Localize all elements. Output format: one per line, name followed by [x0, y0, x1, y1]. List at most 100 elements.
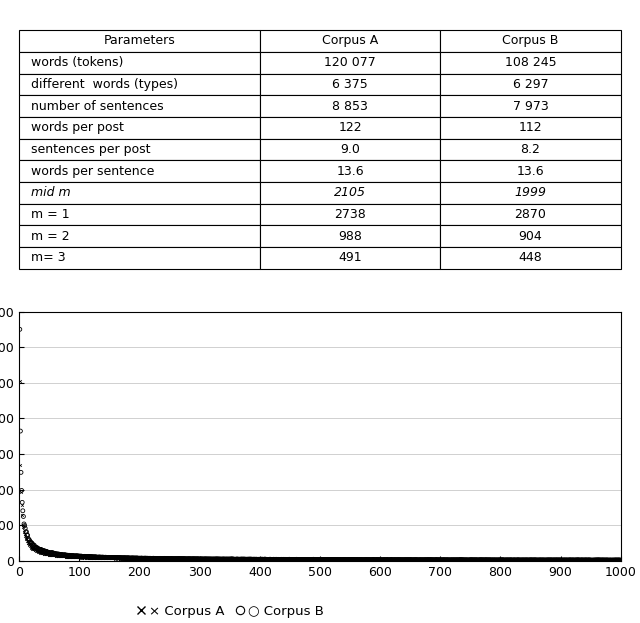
Point [558, 555, 568, 565]
Point [252, 554, 262, 564]
Point [459, 555, 469, 565]
Point [390, 554, 400, 564]
Point [540, 555, 550, 565]
Point [461, 555, 471, 565]
Point [212, 554, 222, 564]
Point [573, 555, 583, 565]
Point [236, 554, 246, 564]
Point [607, 555, 617, 565]
Point [481, 555, 491, 565]
Point [604, 555, 614, 565]
Point [381, 555, 391, 565]
Point [422, 555, 433, 565]
Point [600, 555, 611, 565]
Point [204, 554, 214, 564]
Point [510, 555, 520, 565]
Point [396, 555, 406, 565]
Point [26, 543, 36, 553]
Point [359, 555, 369, 565]
Point [334, 555, 344, 565]
Point [19, 519, 29, 529]
Point [126, 553, 136, 563]
Point [315, 554, 325, 564]
Point [480, 555, 490, 565]
Point [283, 554, 293, 564]
Point [486, 555, 496, 565]
Point [550, 555, 561, 565]
Point [96, 553, 106, 563]
Point [444, 555, 454, 565]
Point [250, 554, 260, 564]
Point [604, 555, 614, 565]
Point [207, 554, 217, 564]
Point [457, 555, 467, 565]
Point [225, 554, 235, 564]
Point [173, 554, 183, 564]
Point [177, 554, 187, 564]
Point [436, 555, 446, 565]
Point [149, 554, 159, 564]
Point [310, 554, 321, 564]
Point [344, 555, 354, 565]
Point [313, 555, 323, 565]
Point [391, 555, 401, 565]
Point [19, 511, 29, 521]
Point [358, 554, 368, 564]
Point [541, 555, 552, 565]
Point [353, 555, 364, 565]
Point [595, 555, 605, 565]
Point [522, 555, 532, 565]
Point [194, 554, 204, 564]
Point [94, 552, 104, 562]
Point [410, 555, 420, 565]
Point [241, 554, 251, 564]
Point [370, 555, 380, 565]
Point [477, 555, 487, 565]
Point [42, 547, 52, 557]
Point [320, 554, 330, 564]
Point [500, 555, 511, 565]
Point [250, 554, 260, 564]
Point [205, 554, 215, 564]
Point [268, 554, 278, 564]
Point [339, 554, 349, 564]
Point [429, 554, 439, 564]
Point [22, 536, 32, 546]
Point [417, 555, 428, 565]
Point [190, 554, 200, 564]
Point [298, 555, 308, 565]
Point [394, 555, 404, 565]
Point [188, 554, 198, 564]
Point [47, 548, 57, 558]
Point [474, 555, 484, 565]
Point [616, 555, 626, 565]
Point [598, 555, 608, 565]
Point [264, 554, 275, 564]
Point [406, 555, 417, 565]
Point [364, 554, 374, 564]
Point [529, 555, 539, 565]
Point [162, 554, 172, 564]
Point [300, 554, 310, 564]
Point [255, 554, 266, 564]
Point [250, 554, 260, 564]
Point [576, 555, 586, 565]
Point [511, 555, 522, 565]
Point [317, 554, 327, 564]
Point [236, 554, 246, 564]
Point [429, 555, 440, 565]
Point [134, 554, 145, 564]
Point [196, 554, 207, 564]
Point [371, 554, 381, 564]
Point [523, 555, 533, 565]
Point [284, 554, 294, 564]
Point [220, 554, 230, 564]
Point [23, 533, 33, 543]
Point [333, 554, 343, 564]
Point [438, 555, 448, 565]
Point [163, 554, 173, 564]
Point [318, 555, 328, 565]
Point [140, 553, 150, 563]
Point [161, 554, 172, 564]
Point [494, 555, 504, 565]
